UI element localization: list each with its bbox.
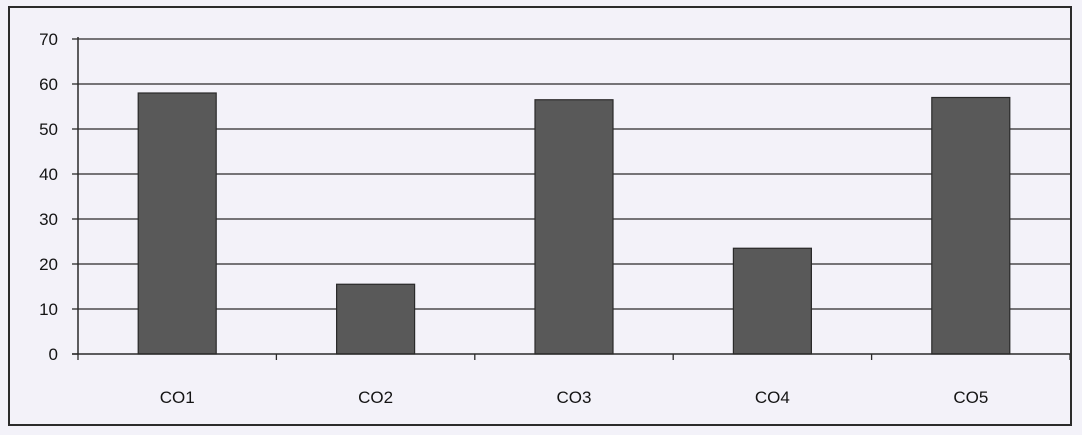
x-tick-label: CO4 — [755, 388, 790, 407]
y-tick-label: 50 — [39, 120, 58, 139]
axes — [72, 37, 1071, 360]
y-tick-label: 70 — [39, 30, 58, 49]
bars — [137, 92, 1011, 355]
chart-frame: 0 10 20 30 40 50 60 70 CO1 CO2 CO3 CO4 CO5 — [8, 6, 1072, 426]
bar-co3 — [534, 99, 614, 355]
x-tick-label: CO1 — [160, 388, 195, 407]
tick-labels: 0 10 20 30 40 50 60 70 CO1 CO2 CO3 CO4 CO5 — [39, 30, 988, 407]
bar-co5 — [931, 96, 1011, 355]
bar-co4 — [732, 247, 813, 355]
x-tick-label: CO2 — [358, 388, 393, 407]
x-tick-label: CO3 — [557, 388, 592, 407]
y-tick-label: 0 — [49, 345, 58, 364]
y-tick-label: 40 — [39, 165, 58, 184]
bar-chart: 0 10 20 30 40 50 60 70 CO1 CO2 CO3 CO4 CO5 — [39, 30, 1071, 407]
y-tick-label: 60 — [39, 75, 58, 94]
y-tick-label: 20 — [39, 255, 58, 274]
bar-co2 — [336, 283, 416, 355]
y-tick-label: 30 — [39, 210, 58, 229]
y-tick-label: 10 — [39, 300, 58, 319]
bar-co1 — [137, 92, 217, 355]
x-tick-label: CO5 — [953, 388, 988, 407]
